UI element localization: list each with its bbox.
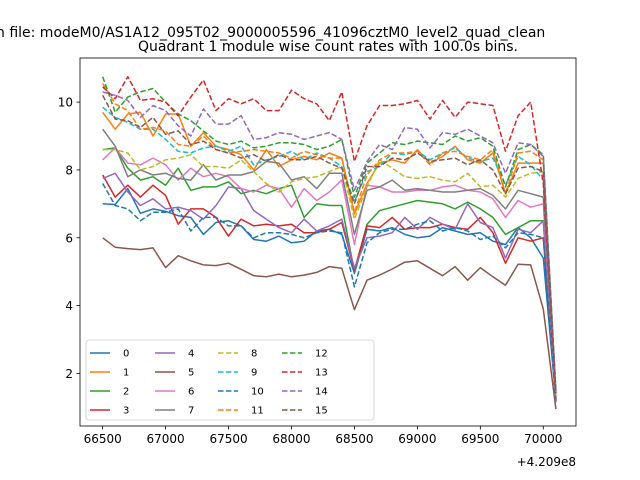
y-tick-label: 10 [58,96,73,110]
legend-label-15: 15 [315,406,328,417]
series-line-15 [102,94,557,393]
legend-label-4: 4 [188,349,194,360]
y-tick-label: 4 [65,299,73,313]
legend-label-14: 14 [315,387,328,398]
series-line-5 [102,237,557,410]
series-line-3 [102,174,557,401]
x-tick-label: 67000 [147,432,185,446]
legend-label-13: 13 [315,368,328,379]
series-line-7 [102,128,557,399]
legend-label-7: 7 [188,406,194,417]
series-line-13 [102,75,557,394]
x-tick-label: 68000 [272,432,310,446]
legend-label-11: 11 [251,406,264,417]
plot-area-frame [79,57,577,427]
x-tick-label: 68500 [335,432,373,446]
series-line-6 [102,147,557,401]
series-line-4 [102,172,557,403]
series-line-8 [102,148,557,394]
y-axis-ticks: 2 4 6 8 10 [58,96,80,381]
x-tick-label: 69500 [461,432,499,446]
chart-title: Quadrant 1 module wise count rates with … [138,39,518,55]
legend-label-1: 1 [123,368,129,379]
legend-label-5: 5 [188,368,194,379]
legend-label-9: 9 [251,368,257,379]
x-tick-label: 69000 [398,432,436,446]
series-lines [101,75,557,410]
series-line-11 [102,83,557,396]
y-tick-label: 6 [65,231,73,245]
legend-label-0: 0 [123,349,129,360]
legend-label-10: 10 [251,387,264,398]
x-axis-ticks: 66500 67000 67500 68000 68500 69000 69500 70000 [84,426,562,446]
x-tick-label: 70000 [524,432,562,446]
series-line-12 [101,76,557,391]
x-axis-offset: +4.209e8 [517,455,576,469]
legend-label-3: 3 [123,406,129,417]
legend-label-6: 6 [188,387,194,398]
figure-suptitle: n file: modeM0/AS1A12_095T02_9000005596_… [0,25,545,41]
legend-label-2: 2 [123,387,129,398]
y-tick-label: 8 [65,163,73,177]
legend-box [85,339,375,421]
series-line-14 [102,91,557,393]
series-line-10 [102,183,557,401]
y-tick-label: 2 [65,367,73,381]
legend-label-8: 8 [251,349,257,360]
legend-label-12: 12 [315,349,328,360]
series-line-2 [102,147,557,399]
x-tick-label: 66500 [84,432,122,446]
x-tick-label: 67500 [209,432,247,446]
